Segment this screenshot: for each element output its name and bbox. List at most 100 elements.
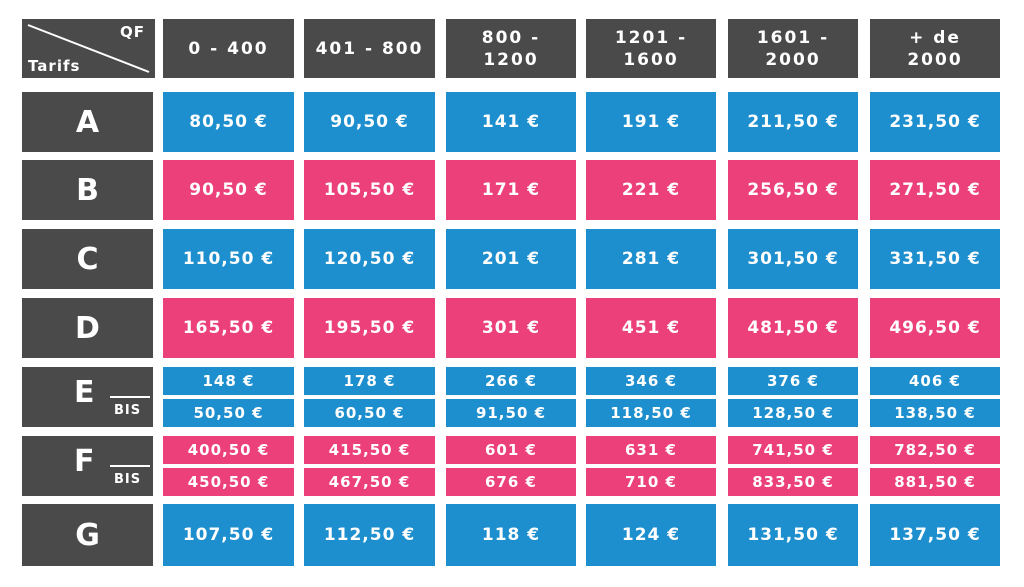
column-header: 401 - 800: [304, 19, 435, 78]
tariff-value: 141 €: [481, 112, 541, 132]
tariff-cell: 256,50 €: [728, 160, 858, 220]
tariff-cell: 481,50 €: [728, 298, 858, 358]
tariff-value: 266 €: [485, 372, 537, 390]
tariff-bis-value: 710 €: [625, 473, 677, 491]
tariff-cell: 171 €: [446, 160, 576, 220]
tariff-value: 171 €: [481, 180, 541, 200]
row-label-b: B: [22, 160, 153, 220]
tariff-cell: 782,50 €: [870, 436, 1000, 464]
tariff-value: 741,50 €: [752, 441, 834, 459]
tariff-cell: 741,50 €: [728, 436, 858, 464]
tariff-cell-bis: 710 €: [586, 468, 716, 496]
tariff-cell: 201 €: [446, 229, 576, 289]
tariff-bis-value: 91,50 €: [475, 404, 547, 422]
tariff-cell: 165,50 €: [163, 298, 294, 358]
row-label-c: C: [22, 229, 153, 289]
tariff-cell: 231,50 €: [870, 92, 1000, 152]
row-letter: E: [74, 375, 95, 410]
tariff-cell: 80,50 €: [163, 92, 294, 152]
column-header-text: + de: [909, 27, 961, 48]
tariff-cell: 107,50 €: [163, 504, 294, 566]
row-label-g: G: [22, 504, 153, 566]
row-letter: C: [76, 241, 99, 277]
tariff-cell: 281 €: [586, 229, 716, 289]
tariff-value: 481,50 €: [747, 318, 839, 338]
tariff-value: 221 €: [621, 180, 681, 200]
tariff-value: 124 €: [621, 525, 681, 545]
tariff-bis-value: 833,50 €: [752, 473, 834, 491]
tariff-cell: 90,50 €: [163, 160, 294, 220]
tariff-bis-value: 467,50 €: [328, 473, 411, 491]
tariff-value: 601 €: [485, 441, 537, 459]
tariff-cell: 141 €: [446, 92, 576, 152]
tariff-cell: 301 €: [446, 298, 576, 358]
tariff-cell: 211,50 €: [728, 92, 858, 152]
tariff-cell: 195,50 €: [304, 298, 435, 358]
column-header: 800 -1200: [446, 19, 576, 78]
column-header-text: 0 - 400: [188, 38, 269, 59]
tariff-cell-bis: 881,50 €: [870, 468, 1000, 496]
row-label-e: E BIS: [22, 367, 153, 427]
tariff-value: 451 €: [621, 318, 681, 338]
tariff-cell: 496,50 €: [870, 298, 1000, 358]
tariff-cell: 415,50 €: [304, 436, 435, 464]
row-letter: G: [75, 517, 100, 553]
tariff-value: 90,50 €: [189, 180, 268, 200]
tariff-cell-bis: 128,50 €: [728, 399, 858, 427]
column-header-text: 800 -: [481, 27, 541, 48]
tariff-cell: 301,50 €: [728, 229, 858, 289]
tariff-bis-value: 450,50 €: [187, 473, 270, 491]
bis-divider: [110, 465, 150, 467]
tariff-value: 90,50 €: [330, 112, 409, 132]
column-header-text: 401 - 800: [315, 38, 424, 59]
tariff-cell: 131,50 €: [728, 504, 858, 566]
tariff-cell: 376 €: [728, 367, 858, 395]
tariff-value: 118 €: [481, 525, 541, 545]
tariff-value: 631 €: [625, 441, 677, 459]
tariff-value: 112,50 €: [323, 525, 416, 545]
tariff-cell-bis: 118,50 €: [586, 399, 716, 427]
tariff-cell-bis: 467,50 €: [304, 468, 435, 496]
corner-tarifs-label: Tarifs: [28, 57, 81, 75]
tariff-value: 178 €: [343, 372, 396, 390]
tariff-cell-bis: 91,50 €: [446, 399, 576, 427]
tariff-value: 131,50 €: [747, 525, 839, 545]
tariff-value: 231,50 €: [889, 112, 981, 132]
corner-qf-label: QF: [120, 23, 145, 41]
tariff-bis-value: 676 €: [485, 473, 537, 491]
column-header-text: 1200: [483, 49, 539, 70]
tariff-value: 165,50 €: [182, 318, 275, 338]
tariff-cell: 266 €: [446, 367, 576, 395]
tariff-value: 191 €: [621, 112, 681, 132]
column-header-text: 2000: [765, 49, 821, 70]
row-letter: B: [76, 172, 99, 208]
column-header: 0 - 400: [163, 19, 294, 78]
tariff-cell-bis: 833,50 €: [728, 468, 858, 496]
tariff-cell: 631 €: [586, 436, 716, 464]
tariff-value: 496,50 €: [889, 318, 981, 338]
tariff-value: 782,50 €: [894, 441, 976, 459]
tariff-cell: 110,50 €: [163, 229, 294, 289]
tariff-value: 201 €: [481, 249, 541, 269]
tariff-cell: 178 €: [304, 367, 435, 395]
column-header-text: 2000: [907, 49, 963, 70]
tariff-cell: 271,50 €: [870, 160, 1000, 220]
tariff-value: 80,50 €: [189, 112, 268, 132]
tariff-cell: 406 €: [870, 367, 1000, 395]
tariff-bis-value: 60,50 €: [334, 404, 405, 422]
tariff-value: 415,50 €: [328, 441, 411, 459]
tariff-value: 120,50 €: [323, 249, 416, 269]
tariff-bis-value: 138,50 €: [894, 404, 976, 422]
column-header: + de 2000: [870, 19, 1000, 78]
tariff-value: 346 €: [625, 372, 677, 390]
tariff-cell-bis: 450,50 €: [163, 468, 294, 496]
corner-header: QF Tarifs: [22, 19, 155, 78]
tariff-cell-bis: 50,50 €: [163, 399, 294, 427]
tariff-cell: 148 €: [163, 367, 294, 395]
column-header: 1201 -1600: [586, 19, 716, 78]
tariff-cell: 346 €: [586, 367, 716, 395]
tariff-cell: 331,50 €: [870, 229, 1000, 289]
tariff-value: 137,50 €: [889, 525, 981, 545]
tariff-value: 211,50 €: [747, 112, 839, 132]
tariff-value: 301,50 €: [747, 249, 839, 269]
